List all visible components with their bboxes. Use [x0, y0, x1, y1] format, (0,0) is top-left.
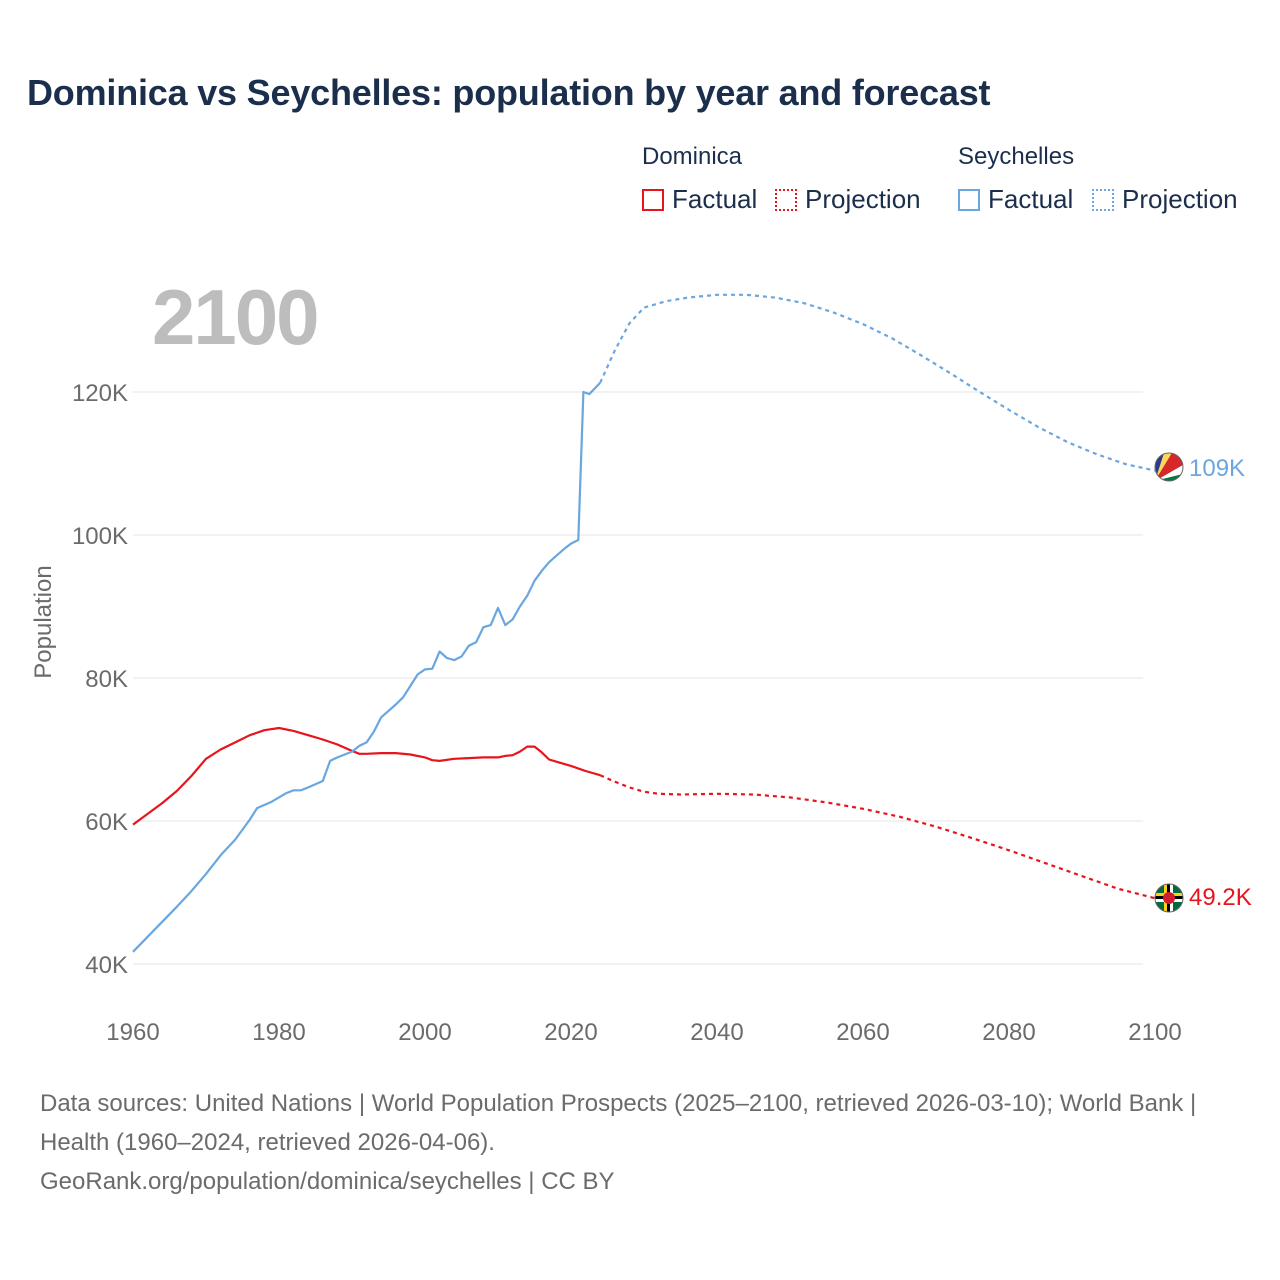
series-lines [132, 293, 1156, 953]
legend-swatch-seychelles-factual [958, 188, 980, 211]
chart-title: Dominica vs Seychelles: population by ye… [27, 72, 991, 113]
x-tick-label: 1980 [252, 1019, 305, 1046]
y-tick-label: 100K [72, 523, 128, 550]
x-axis-ticks: 1960 1980 2000 2020 2040 2060 2080 2100 [106, 1019, 1181, 1046]
x-tick-label: 1960 [106, 1019, 159, 1046]
x-tick-label: 2000 [398, 1019, 451, 1046]
legend-swatch-dominica-factual [642, 188, 664, 211]
legend-group-dominica: Dominica [642, 143, 743, 170]
series-line-dominica-projection [599, 774, 1156, 900]
end-label-dominica: 49.2K [1189, 884, 1252, 911]
data-sources: Data sources: United Nations | World Pop… [40, 1090, 1197, 1156]
legend-item-seychelles-projection[interactable]: Projection [1092, 184, 1238, 215]
x-tick-label: 2100 [1128, 1019, 1181, 1046]
y-axis-label: Population [30, 565, 57, 678]
x-tick-label: 2040 [690, 1019, 743, 1046]
x-tick-label: 2060 [836, 1019, 889, 1046]
legend-item-dominica-factual[interactable]: Factual [642, 184, 757, 215]
legend-label: Factual [988, 184, 1074, 214]
series-line-seychelles-projection [599, 293, 1156, 472]
y-axis-ticks: 40K 60K 80K 100K 120K [72, 380, 128, 979]
series-line-dominica-factual [132, 726, 601, 826]
credit-link[interactable]: GeoRank.org/population/dominica/seychell… [40, 1168, 615, 1195]
gridlines [133, 391, 1143, 965]
legend-group-seychelles: Seychelles [958, 143, 1075, 170]
dominica-flag-icon [1154, 883, 1184, 913]
y-tick-label: 80K [85, 666, 128, 693]
legend-label: Projection [1122, 184, 1238, 214]
series-line-seychelles-factual [132, 381, 601, 953]
y-tick-label: 120K [72, 380, 128, 407]
current-year-label: 2100 [152, 273, 320, 361]
end-label-seychelles: 109K [1189, 455, 1245, 482]
x-tick-label: 2020 [544, 1019, 597, 1046]
x-tick-label: 2080 [982, 1019, 1035, 1046]
legend-swatch-seychelles-projection [1092, 188, 1114, 211]
legend-label: Projection [805, 184, 921, 214]
legend-item-dominica-projection[interactable]: Projection [775, 184, 921, 215]
seychelles-flag-icon [1154, 452, 1184, 482]
footer: Data sources: United Nations | World Pop… [40, 1084, 1240, 1201]
legend-item-seychelles-factual[interactable]: Factual [958, 184, 1073, 215]
legend-label: Factual [672, 184, 758, 214]
legend-swatch-dominica-projection [775, 188, 797, 211]
y-tick-label: 60K [85, 809, 128, 836]
y-tick-label: 40K [85, 952, 128, 979]
